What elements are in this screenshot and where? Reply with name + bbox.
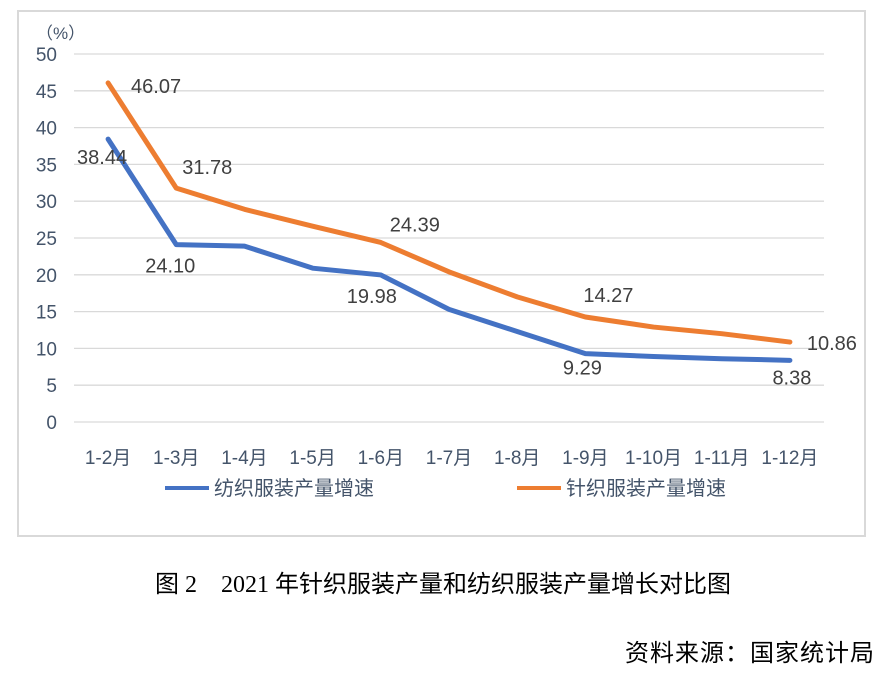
series-line-0 <box>105 136 793 363</box>
data-label: 46.07 <box>131 76 181 98</box>
y-tick-label: 35 <box>36 155 57 176</box>
y-tick-label: 20 <box>36 266 57 287</box>
x-tick-label: 1-3月 <box>153 448 199 469</box>
series-line-1 <box>105 80 793 345</box>
data-label: 24.39 <box>390 214 440 236</box>
x-tick-label: 1-9月 <box>562 448 608 469</box>
data-label: 19.98 <box>347 286 397 308</box>
x-tick-label: 1-4月 <box>221 448 267 469</box>
y-tick-label: 45 <box>36 82 57 103</box>
x-tick-label: 1-7月 <box>426 448 472 469</box>
y-tick-label: 0 <box>46 413 57 434</box>
x-tick-label: 1-2月 <box>85 448 131 469</box>
x-tick-label: 1-12月 <box>761 448 818 469</box>
x-tick-label: 1-11月 <box>694 448 750 469</box>
line-chart-frame: （%） 0 5 10 15 20 25 30 35 40 45 50 1-2月 1-3月 1-4月 1-5月 1… <box>17 10 866 537</box>
x-tick-label: 1-5月 <box>289 448 335 469</box>
y-tick-label: 30 <box>36 192 57 213</box>
data-label: 10.86 <box>807 333 857 355</box>
data-label: 9.29 <box>563 358 602 380</box>
x-tick-label: 1-10月 <box>625 448 682 469</box>
legend-label-1: 针织服装产量增速 <box>566 477 726 500</box>
y-tick-label: 10 <box>36 339 57 360</box>
legend-label-0: 纺织服装产量增速 <box>214 477 374 500</box>
y-axis-unit-label: （%） <box>36 24 85 43</box>
y-tick-label: 50 <box>36 45 57 66</box>
data-label: 14.27 <box>583 285 633 307</box>
figure-caption: 图 2 2021 年针织服装产量和纺织服装产量增长对比图 <box>155 572 731 598</box>
figure-source: 资料来源：国家统计局 <box>625 641 875 667</box>
x-tick-label: 1-6月 <box>358 448 404 469</box>
data-label: 24.10 <box>145 256 195 278</box>
data-label: 31.78 <box>182 157 232 179</box>
y-tick-label: 25 <box>36 229 57 250</box>
y-tick-label: 15 <box>36 303 57 324</box>
x-tick-label: 1-8月 <box>494 448 540 469</box>
growth-comparison-line-chart: （%） 0 5 10 15 20 25 30 35 40 45 50 1-2月 1-3月 1-4月 1-5月 1… <box>36 24 857 500</box>
data-label: 38.44 <box>77 147 127 169</box>
data-label: 8.38 <box>772 367 811 389</box>
y-tick-label: 5 <box>46 376 57 397</box>
y-tick-label: 40 <box>36 119 57 140</box>
